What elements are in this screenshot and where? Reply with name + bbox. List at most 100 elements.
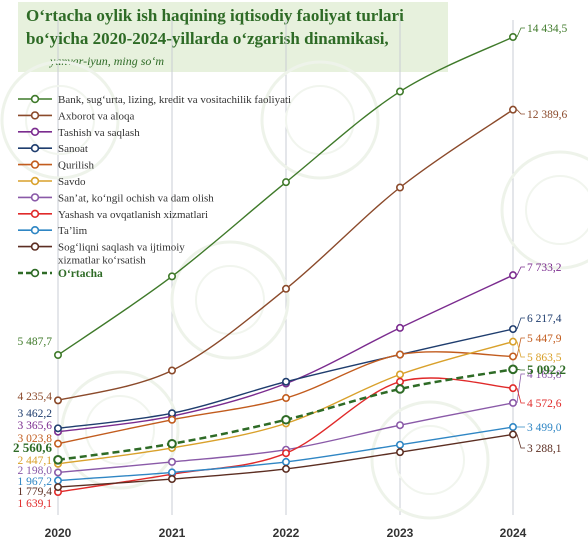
legend-item: Savdo [18,176,86,188]
end-leader-line [516,317,525,330]
data-point [168,457,177,466]
ornament-inner-1 [285,85,355,155]
end-value-label: 14 434,5 [527,23,568,35]
end-value-label: 5 092,2 [527,362,566,377]
decor-background [0,60,588,520]
data-point [281,414,291,425]
legend-swatch-marker [30,209,40,219]
end-value-label: 3 499,0 [527,422,562,434]
end-leader-line [516,341,525,358]
end-value-label: 5 447,9 [527,333,562,345]
legend-item: Qurilish [18,160,95,172]
legend-swatch-marker [30,127,40,137]
legend-item: Ta’lim [18,225,88,237]
ornament-1 [260,60,380,180]
start-value-label: 4 235,4 [18,391,53,403]
legend-label: San’at, ko‘ngil ochish va dam olish [58,192,214,204]
legend-swatch-marker [30,226,40,235]
data-point [281,464,290,473]
legend-swatch-marker [30,160,40,169]
end-value-label: 4 572,6 [527,398,562,410]
ornament-inner-3 [525,175,588,245]
start-value-label: 5 487,7 [18,336,53,348]
data-point [395,421,404,430]
data-point [395,440,404,449]
legend-item: Yashash va ovqatlanish xizmatlari [18,209,208,221]
data-point [395,323,404,332]
ornament-inner-4 [85,395,155,465]
end-leader-line [516,434,525,449]
end-leader-line [516,373,525,403]
data-point [508,364,518,375]
data-point [168,409,177,418]
end-value-label: 4 165,8 [527,369,562,381]
ornament-inner-2 [195,265,265,335]
legend-label: Qurilish [58,160,95,172]
start-value-label: 1 779,4 [18,486,53,498]
data-point [395,87,404,96]
data-point [281,457,290,466]
legend-item: Axborot va aloqa [18,110,134,122]
data-point [508,105,517,114]
end-leader-line [516,27,525,38]
ornament-inner-5 [395,425,465,495]
start-value-label: 1 639,1 [18,498,53,510]
data-point [281,377,290,386]
legend-item: San’at, ko‘ngil ochish va dam olish [18,192,214,204]
legend-item: Bank, sug‘urta, lizing, kredit va vosita… [18,94,291,106]
end-leader-line [516,388,525,404]
end-value-label: 12 389,6 [527,109,568,121]
legend-label: Yashash va ovqatlanish xizmatlari [58,209,208,221]
data-point [281,284,290,293]
data-point [508,325,517,334]
legend-item: Sog‘liqni saqlash va ijtimoiy xizmatlar k… [18,242,185,267]
legend-label: Axborot va aloqa [58,110,134,122]
data-point [395,377,404,386]
ornament-0 [0,60,120,180]
data-point [395,384,405,394]
data-labels: 5 487,7 14 434,5 4 235,4 12 389,6 3 365,6 7 7… [13,23,568,510]
data-point [168,272,177,281]
x-tick-label: 2021 [159,526,186,540]
data-point [53,439,62,448]
legend-item: Tashish va saqlash [18,127,140,139]
data-point [53,424,62,433]
chart-title-line-1: O‘rtacha oylik ish haqining iqtisodiy fa… [26,6,404,25]
legend: Bank, sug‘urta, lizing, kredit va vosita… [18,94,291,280]
title-box [18,2,448,72]
data-point [281,178,290,187]
data-point [508,352,517,361]
ornament-inner-0 [25,85,95,155]
data-point [508,384,517,393]
legend-swatch-marker [30,242,40,251]
end-leader-line [516,337,525,357]
start-value-label: 2 447,1 [18,455,53,467]
data-point [395,370,404,379]
end-leader-line [516,266,525,276]
legend-swatch-marker [30,94,40,104]
data-point [53,396,62,405]
data-point [508,398,517,407]
data-point [281,449,290,458]
data-point [53,483,62,492]
data-point [395,183,404,192]
legend-label: Savdo [58,176,86,188]
end-value-label: 7 733,2 [527,262,562,274]
legend-swatch-marker [30,268,40,278]
legend-swatch-marker [30,144,40,153]
start-value-label: 2 198,0 [18,465,53,477]
legend-label: O‘rtacha [58,268,103,280]
data-point [508,423,517,432]
ornament-2 [170,240,290,360]
x-tick-label: 2022 [273,526,300,540]
legend-swatch-marker [30,176,40,186]
legend-label: Sanoat [58,143,88,155]
legend-swatch-marker [30,111,40,120]
start-value-label: 3 365,6 [18,420,53,432]
series-points [53,32,518,496]
data-point [53,468,62,477]
data-point [53,455,63,465]
data-point [53,350,62,359]
data-point [168,475,177,484]
